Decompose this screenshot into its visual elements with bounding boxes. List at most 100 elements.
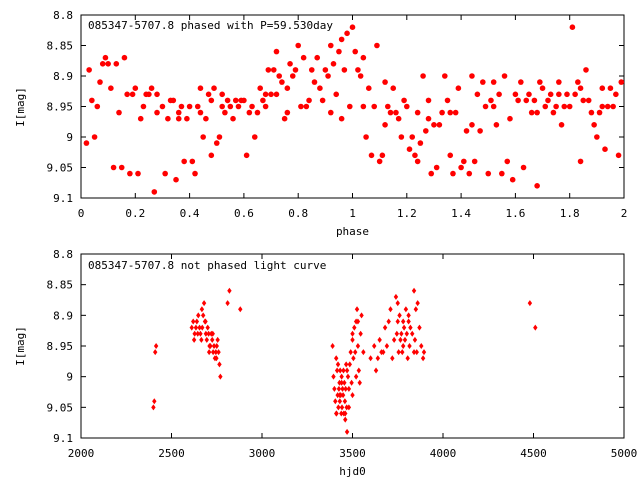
plot1-data-point (401, 97, 407, 104)
plot2-data-point (153, 343, 159, 349)
plot2-data-point (151, 404, 156, 411)
plot1-data-point (539, 85, 546, 91)
plot1-data-point (447, 109, 454, 116)
plot1-y-axis-label: I[mag] (14, 87, 27, 127)
plot2-data-point (340, 385, 345, 392)
plot2-data-point (353, 373, 359, 380)
plot1-data-point (406, 146, 413, 152)
plot2-x-tick-label: 3500 (339, 447, 366, 460)
plot1-y-tick-label: 9 (66, 131, 73, 144)
plot2-data-point (197, 324, 202, 331)
plot1-data-point (249, 103, 255, 110)
plot2-data-point (196, 312, 201, 319)
plot1-data-point (423, 128, 429, 134)
plot2-data-point (200, 324, 205, 331)
plot1-data-point (173, 176, 179, 183)
plot1-data-point (450, 170, 456, 177)
plot1-data-point (374, 42, 380, 49)
plot1-data-point (561, 103, 568, 110)
plot1-data-point (211, 85, 217, 91)
plot1-data-point (376, 158, 383, 165)
plot2-data-point (334, 410, 339, 417)
plot1-data-point (197, 85, 204, 91)
plot1-data-point (382, 122, 388, 128)
plot2-data-point (398, 336, 403, 343)
plot1-data-point (322, 67, 329, 73)
plot1-data-point (224, 97, 231, 104)
plot1-data-point (379, 152, 386, 159)
plot2-data-point (206, 349, 212, 356)
plot2-data-point (339, 404, 345, 411)
plot1-data-point (577, 158, 584, 165)
plot1-data-point (86, 67, 92, 73)
plot1-data-point (482, 103, 489, 110)
plot2-data-point (333, 398, 338, 405)
plot1-y-tick-label: 8.8 (53, 9, 73, 22)
plot1-data-point (319, 97, 326, 104)
plot1-data-point (99, 61, 106, 67)
plot1-data-point (355, 67, 361, 73)
plot1-data-point (262, 103, 269, 110)
plot1-x-tick-label: 1.4 (451, 207, 471, 220)
plot1-data-point (531, 97, 538, 104)
plot2-data-point (352, 324, 357, 331)
plot2-y-tick-label: 8.85 (47, 279, 74, 292)
plot2-x-tick-label: 4000 (430, 447, 457, 460)
plot1-data-point (208, 97, 215, 104)
plot1-data-point (317, 85, 323, 91)
plot2-data-point (340, 392, 346, 399)
plot1-data-point (520, 164, 527, 171)
plot1-data-point (537, 79, 543, 85)
plot2-y-axis-label: I[mag] (14, 326, 27, 366)
plot1-data-point (273, 48, 280, 55)
plot1-data-point (550, 109, 557, 116)
plot2-data-point (200, 312, 206, 319)
plot1-data-point (338, 115, 345, 122)
plot1-data-point (474, 91, 481, 98)
plot1-data-point (260, 97, 266, 104)
plot2-data-point (334, 355, 339, 362)
plot1-data-point (170, 97, 177, 104)
plot1-x-tick-label: 1.8 (560, 207, 580, 220)
plot1-data-point (227, 103, 234, 110)
plot2-data-point (346, 404, 352, 411)
plot1-x-tick-label: 0.6 (234, 207, 254, 220)
plot1-data-point (480, 79, 486, 85)
plot1-data-point (382, 79, 388, 85)
plot1-data-point (295, 42, 302, 49)
plot2-data-point (406, 318, 411, 325)
plot2-data-point (214, 355, 219, 362)
plot1-data-point (469, 122, 475, 128)
plot1-data-point (477, 128, 483, 134)
plot1-data-point (436, 122, 443, 128)
plot1-data-point (496, 91, 502, 98)
plot2-data-point (189, 324, 194, 331)
plot1-data-point (216, 134, 223, 140)
plot2-y-tick-label: 9 (66, 371, 73, 384)
plot2-data-point (357, 379, 362, 386)
plot1-data-point (311, 79, 318, 85)
plot2-data-point (208, 343, 213, 349)
plot2-data-point (400, 318, 406, 325)
plot1-x-tick-label: 0.8 (288, 207, 308, 220)
plot2-data-point (375, 355, 381, 362)
plot1-x-axis-label: phase (336, 225, 369, 238)
plot1-data-point (444, 97, 451, 104)
plot1-data-point (338, 36, 345, 43)
plot2-plot-frame (80, 253, 625, 439)
plot1-data-point (604, 103, 611, 110)
plot1-data-point (390, 85, 397, 91)
plot1-data-point (577, 85, 584, 91)
plot1-data-point (398, 134, 405, 140)
plot1-y-tick-label: 8.95 (47, 101, 74, 114)
plot1-data-point (349, 24, 356, 31)
plot1-x-tick-label: 1.6 (505, 207, 525, 220)
plot1-data-point (425, 97, 432, 104)
plot1-data-point (515, 97, 521, 104)
plot1-data-point (148, 85, 155, 91)
plot1-data-point (580, 97, 587, 104)
plot1-data-point (564, 91, 570, 98)
plot1-data-point (137, 115, 144, 122)
plot1-data-point (452, 109, 459, 116)
